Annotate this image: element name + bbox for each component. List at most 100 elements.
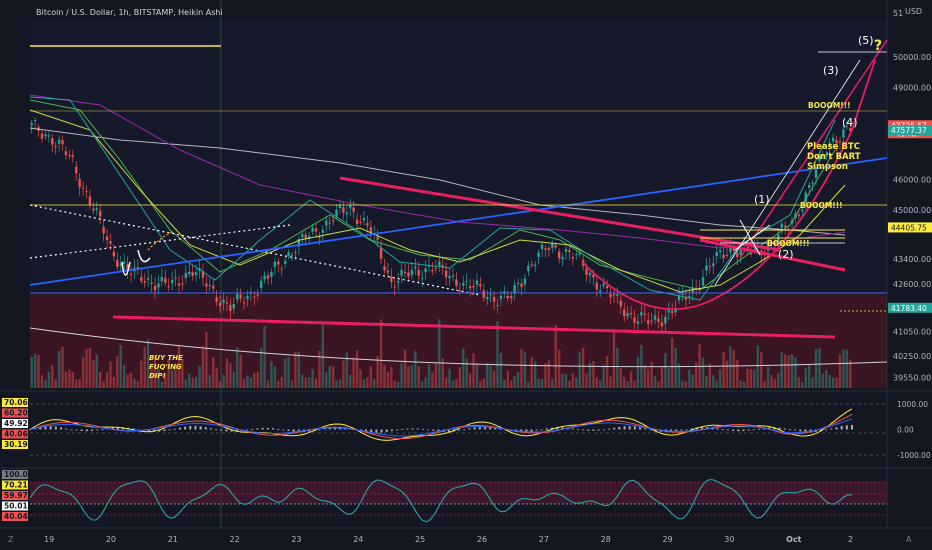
candle-body xyxy=(835,140,838,144)
candle-body xyxy=(61,140,64,145)
volume-bar xyxy=(479,380,482,388)
candle-body xyxy=(619,300,623,307)
oscillator-bar xyxy=(726,429,729,431)
oscillator-bar xyxy=(732,429,735,431)
volume-bar xyxy=(331,366,335,388)
volume-bar xyxy=(472,353,475,388)
volume-bar xyxy=(551,378,554,388)
oscillator-bar xyxy=(251,429,254,430)
oscillator-pane[interactable] xyxy=(29,403,887,456)
candle-body xyxy=(68,155,71,157)
oscillator-bar xyxy=(608,428,611,430)
candle-body xyxy=(629,312,633,315)
oscillator-bar xyxy=(282,429,285,431)
candle-body xyxy=(492,297,496,302)
candle-body xyxy=(434,268,438,270)
oscillator-bar xyxy=(432,429,435,431)
volume-bar xyxy=(417,365,420,388)
volume-bar xyxy=(105,372,109,388)
candle-body xyxy=(551,243,554,249)
volume-bar xyxy=(129,372,133,388)
oscillator-bar xyxy=(132,428,135,430)
volume-bar xyxy=(393,380,396,388)
volume-bar xyxy=(160,381,164,388)
oscillator-bar xyxy=(654,429,657,431)
oscillator-bar xyxy=(649,429,652,431)
volume-bar xyxy=(653,376,657,388)
candle-body xyxy=(725,254,729,256)
candle-body xyxy=(527,265,530,272)
axis-bottom-left[interactable]: Z xyxy=(8,535,14,544)
volume-bar xyxy=(259,347,263,388)
volume-bar xyxy=(578,352,581,388)
oscillator-bar xyxy=(163,429,166,432)
candle-body xyxy=(414,266,417,269)
please-btc-line: Don't BART xyxy=(807,152,861,162)
candle-body xyxy=(338,205,342,209)
volume-bar xyxy=(396,381,400,388)
volume-bar xyxy=(602,364,605,388)
volume-bar xyxy=(650,361,653,388)
oscillator-bar xyxy=(613,427,616,430)
candle-body xyxy=(605,285,609,289)
stochastic-pane[interactable] xyxy=(29,478,887,523)
volume-bar xyxy=(122,364,126,388)
candle-body xyxy=(845,125,849,127)
time-axis[interactable]: 19 20 21 22 23 24 25 26 27 28 29 30 Oct 2 xyxy=(44,535,853,544)
left-label-box xyxy=(2,398,28,407)
candle-body xyxy=(749,253,753,255)
volume-bar xyxy=(191,378,194,388)
candle-body xyxy=(307,236,311,240)
volume-bar xyxy=(390,367,393,388)
candle-body xyxy=(578,253,581,255)
candle-body xyxy=(797,214,801,217)
candle-body xyxy=(280,268,283,270)
price-label-box xyxy=(888,222,932,233)
oscillator-signal xyxy=(29,418,853,437)
volume-bar xyxy=(636,356,640,388)
candle-body xyxy=(259,280,263,288)
volume-bar xyxy=(51,365,54,388)
axis-bottom-right[interactable]: A xyxy=(906,535,912,544)
volume-bar xyxy=(338,379,342,388)
volume-bar xyxy=(537,378,540,388)
volume-bar xyxy=(99,371,102,388)
volume-bar xyxy=(47,371,51,388)
volume-bar xyxy=(355,350,359,388)
time-tick-label: 23 xyxy=(291,535,301,544)
candle-body xyxy=(349,204,352,209)
left-label-box xyxy=(2,491,28,500)
oscillator-bar xyxy=(473,427,476,430)
volume-bar xyxy=(742,381,746,388)
volume-bar xyxy=(660,366,664,388)
volume-bar xyxy=(797,377,801,388)
oscillator-bar xyxy=(721,429,724,431)
volume-bar xyxy=(828,375,831,388)
candle-body xyxy=(212,285,215,289)
oscillator-bar xyxy=(737,429,740,432)
volume-bar xyxy=(609,376,612,388)
oscillator-bar xyxy=(494,427,497,430)
candle-body xyxy=(407,272,410,277)
dotted-resistance xyxy=(29,204,481,296)
candle-body xyxy=(811,182,814,184)
candle-body xyxy=(773,243,777,245)
volume-bar xyxy=(811,377,814,388)
candle-body xyxy=(379,247,383,259)
candle-body xyxy=(167,286,170,288)
oscillator-bar xyxy=(716,428,719,430)
oscillator-bar xyxy=(421,429,424,430)
candle-body xyxy=(102,226,105,234)
blue-trendline xyxy=(29,157,888,286)
volume-bar xyxy=(44,380,47,388)
candle-body xyxy=(242,302,246,304)
candle-body xyxy=(277,261,280,265)
volume-bar xyxy=(496,321,499,388)
oscillator-bar xyxy=(577,429,579,431)
left-label-text: 100.00 xyxy=(4,470,33,479)
volume-bar xyxy=(489,365,492,388)
candle-body xyxy=(441,265,444,268)
candle-body xyxy=(78,178,81,188)
